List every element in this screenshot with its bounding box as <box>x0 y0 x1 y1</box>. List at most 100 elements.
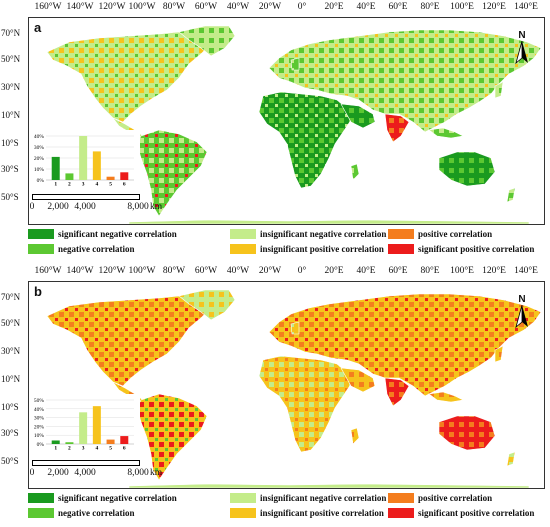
latitude-label: 10°S <box>1 402 19 412</box>
north-label: N <box>518 294 526 305</box>
longitude-label: 40°E <box>356 2 376 12</box>
longitude-label: 80°W <box>162 266 186 276</box>
histogram-bar <box>65 442 74 444</box>
longitude-label: 120°E <box>482 266 506 276</box>
scale-tick-label: 2,000 <box>47 202 69 212</box>
histogram-bar <box>120 172 129 180</box>
histogram-y-tick: 30% <box>34 145 45 151</box>
histogram-y-tick: 20% <box>34 156 45 162</box>
longitude-label: 120°E <box>482 2 506 12</box>
legend-label: insignificant positive correlation <box>260 508 384 518</box>
longitude-label: 100°E <box>450 2 474 12</box>
region-antarctic <box>128 219 530 224</box>
scale-unit: km <box>150 202 163 212</box>
histogram-bar <box>79 136 88 180</box>
region-africa <box>258 91 352 189</box>
histogram-y-tick: 40% <box>34 407 45 413</box>
north-arrow-icon <box>515 40 528 65</box>
latitude-label: 50°S <box>1 192 19 202</box>
legend-label: insignificant negative correlation <box>260 493 387 503</box>
histogram-bar <box>51 156 60 180</box>
histogram-inset: 0% 10% 20% 30% 40% 1 2 3 4 5 6 <box>30 130 140 188</box>
histogram-x-tick: 3 <box>82 446 85 451</box>
legend-swatch <box>388 493 414 503</box>
latitude-label: 10°S <box>1 138 19 148</box>
histogram-chart: 0% 10% 20% 30% 40% 50% 1 2 3 4 5 6 <box>34 398 134 452</box>
latitude-label: 50°S <box>1 456 19 466</box>
legend-label: insignificant negative correlation <box>260 229 387 239</box>
longitude-label: 60°W <box>194 266 218 276</box>
legend: significant negative correlation negative… <box>28 490 548 524</box>
histogram-x-tick: 5 <box>109 182 112 187</box>
world-map <box>28 17 545 225</box>
scale-unit: km <box>150 468 163 478</box>
histogram-y-tick: 50% <box>34 398 45 404</box>
legend-swatch <box>28 493 54 503</box>
histogram-inset: 0% 10% 20% 30% 40% 50% 1 2 3 4 5 6 <box>30 394 140 452</box>
histogram-y-tick: 20% <box>34 424 45 430</box>
region-eurasia <box>268 29 542 133</box>
longitude-label: 80°E <box>420 266 440 276</box>
legend-swatch <box>388 229 414 239</box>
longitude-label: 80°E <box>420 2 440 12</box>
region-madagascar <box>350 427 360 445</box>
panel-letter: b <box>34 284 42 299</box>
north-arrow: N <box>514 30 530 68</box>
longitude-label: 0° <box>297 266 307 276</box>
longitude-label: 60°E <box>388 2 408 12</box>
histogram-x-tick: 4 <box>95 446 98 451</box>
latitude-label: 10°N <box>1 374 21 384</box>
legend: significant negative correlation negative… <box>28 226 548 260</box>
region-india <box>384 377 410 407</box>
longitude-label: 160°W <box>34 2 62 12</box>
histogram-chart: 0% 10% 20% 30% 40% 1 2 3 4 5 6 <box>34 134 134 188</box>
region-australia <box>438 415 496 451</box>
region-antarctic <box>128 483 530 488</box>
region-eurasia <box>268 293 542 397</box>
histogram-bar <box>92 151 101 180</box>
region-northAmerica <box>46 31 212 123</box>
histogram-y-tick: 0% <box>37 442 45 448</box>
histogram-x-tick: 1 <box>54 182 57 187</box>
panel-a: 160°W 140°W 120°W 100°W 80°W 60°W 40°W 20°W 0° 20… <box>0 0 550 262</box>
panel-b: 160°W 140°W 120°W 100°W 80°W 60°W 40°W 20°W 0° 20… <box>0 264 550 527</box>
scale-tick-label: 8,000 <box>127 202 149 212</box>
legend-label: significant negative correlation <box>58 229 177 239</box>
region-india <box>384 113 410 143</box>
longitude-label: 100°E <box>450 266 474 276</box>
north-arrow: N <box>514 294 530 332</box>
histogram-y-tick: 40% <box>34 134 45 140</box>
latitude-label: 30°N <box>1 82 21 92</box>
longitude-labels: 160°W 140°W 120°W 100°W 80°W 60°W 40°W 20°W 0° 20… <box>0 0 550 16</box>
histogram-y-tick: 30% <box>34 416 45 422</box>
longitude-label: 80°W <box>162 2 186 12</box>
longitude-label: 140°E <box>514 2 538 12</box>
histogram-x-tick: 4 <box>95 182 98 187</box>
region-southAmerica <box>136 129 208 217</box>
longitude-label: 40°E <box>356 266 376 276</box>
legend-label: significant negative correlation <box>58 493 177 503</box>
longitude-label: 140°E <box>514 266 538 276</box>
latitude-label: 30°S <box>1 164 19 174</box>
histogram-bar <box>120 436 129 444</box>
longitude-label: 20°E <box>324 2 344 12</box>
legend-swatch <box>230 229 256 239</box>
legend-swatch <box>230 493 256 503</box>
legend-label: positive correlation <box>418 493 493 503</box>
legend-label: significant positive correlation <box>418 244 535 254</box>
scale-tick-label: 4,000 <box>74 468 96 478</box>
longitude-label: 160°W <box>34 266 62 276</box>
longitude-label: 140°W <box>66 266 94 276</box>
legend-swatch <box>388 244 414 254</box>
region-uk <box>290 57 300 71</box>
region-southAmerica <box>136 393 208 481</box>
legend-swatch <box>230 508 256 518</box>
legend-label: negative correlation <box>58 508 135 518</box>
histogram-x-tick: 6 <box>123 182 126 187</box>
histogram-y-tick: 0% <box>37 178 45 184</box>
histogram-x-tick: 1 <box>54 446 57 451</box>
world-map-svg <box>46 289 542 488</box>
region-africa <box>258 355 352 453</box>
scale-bar-line <box>32 460 140 466</box>
latitude-label: 30°S <box>1 428 19 438</box>
